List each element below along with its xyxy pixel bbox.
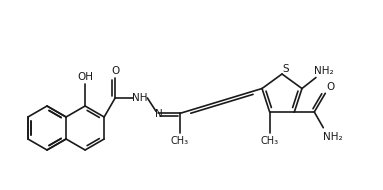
Text: NH₂: NH₂ [314,66,334,75]
Text: S: S [283,64,289,74]
Text: N: N [155,109,163,119]
Text: O: O [111,66,119,76]
Text: CH₃: CH₃ [260,136,279,146]
Text: NH: NH [132,93,147,103]
Text: NH₂: NH₂ [324,132,343,142]
Text: OH: OH [77,72,93,82]
Text: O: O [326,82,334,92]
Text: CH₃: CH₃ [171,136,189,146]
